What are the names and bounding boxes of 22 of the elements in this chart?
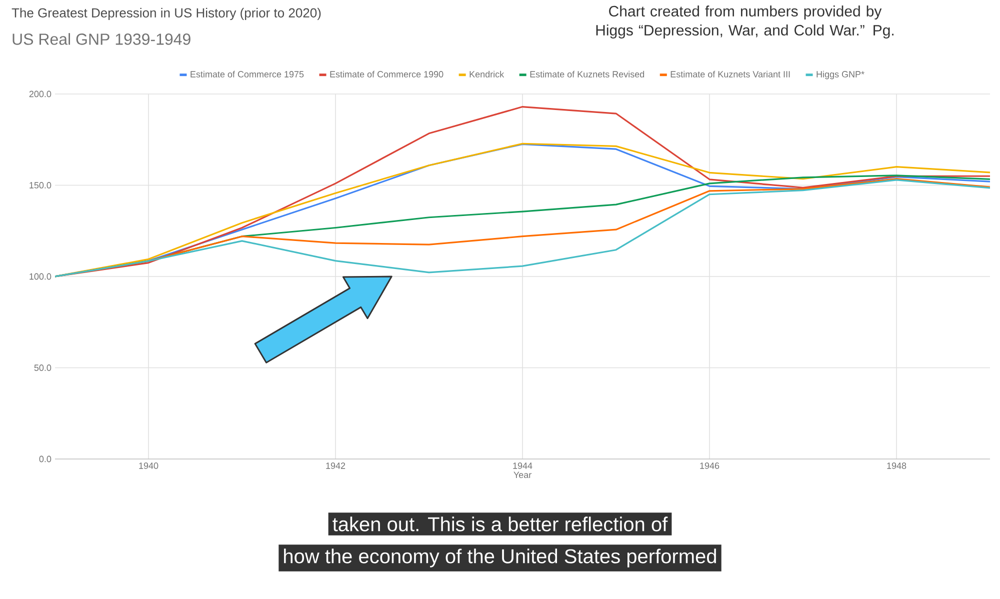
legend-label: Estimate of Kuznets Variant III: [670, 70, 790, 78]
y-tick-label: 0.0: [39, 456, 52, 462]
y-tick-label: 100.0: [30, 273, 52, 280]
legend-label: Estimate of Commerce 1975: [190, 70, 304, 78]
x-tick-label: 1946: [700, 462, 720, 469]
legend-label: Estimate of Kuznets Revised: [530, 70, 644, 78]
text: how the economy of the United States performed: [284, 548, 716, 568]
x-tick-label: 1948: [887, 462, 906, 469]
chart-title: US Real GNP 1939-1949: [12, 33, 190, 45]
x-tick-label: 1940: [139, 462, 158, 469]
y-tick-label: 200.0: [29, 90, 52, 98]
text: taken out. This is a better reflection of: [332, 516, 668, 532]
legend-label: Estimate of Commerce 1990: [330, 70, 444, 78]
legend-label: Kendrick: [470, 70, 504, 78]
x-tick-label: 1942: [326, 462, 346, 469]
legend-label: Higgs GNP*: [816, 70, 864, 80]
chart-subtitle: Chart created from numbers provided by Higgs “Depression, War, and Cold War.” Pg.: [596, 6, 894, 38]
y-tick-label: 150.0: [30, 182, 52, 188]
x-axis-title: Year: [514, 472, 532, 478]
y-tick-label: 50.0: [34, 364, 52, 371]
text: The Greatest Depression in US History (prior to 2020): [12, 8, 321, 20]
x-tick-label: 1944: [513, 462, 532, 469]
